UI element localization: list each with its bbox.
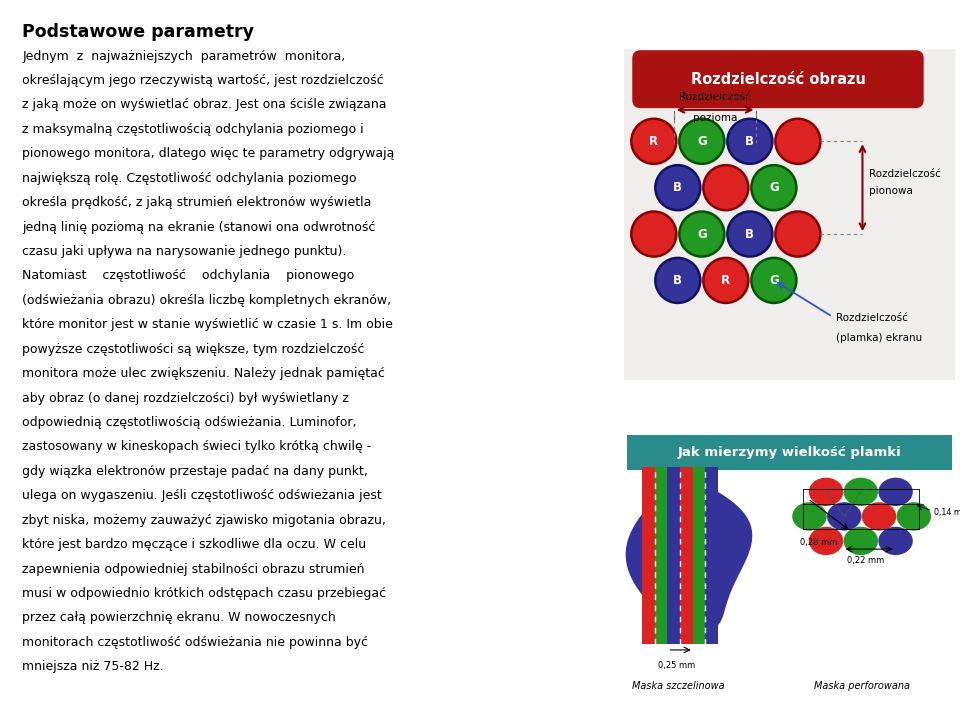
Text: G: G — [697, 135, 707, 148]
Text: B: B — [673, 274, 683, 287]
Circle shape — [792, 502, 827, 530]
Text: zapewnienia odpowiedniej stabilności obrazu strumień: zapewnienia odpowiedniej stabilności obr… — [22, 562, 365, 576]
Circle shape — [656, 165, 701, 210]
Text: zastosowany w kineskopach świeci tylko krótką chwilę -: zastosowany w kineskopach świeci tylko k… — [22, 440, 372, 453]
Text: Rozdzielczość obrazu: Rozdzielczość obrazu — [690, 72, 866, 86]
Text: Maska perforowana: Maska perforowana — [814, 681, 910, 691]
Text: 0,25 mm: 0,25 mm — [659, 661, 696, 670]
Text: mniejsza niż 75-82 Hz.: mniejsza niż 75-82 Hz. — [22, 660, 164, 673]
Circle shape — [776, 212, 821, 256]
Text: przez całą powierzchnię ekranu. W nowoczesnych: przez całą powierzchnię ekranu. W nowocz… — [22, 612, 336, 624]
Text: powyższe częstotliwości są większe, tym rozdzielczość: powyższe częstotliwości są większe, tym … — [22, 343, 365, 355]
Bar — [655, 467, 667, 644]
Bar — [667, 467, 680, 644]
Text: 0,22 mm: 0,22 mm — [847, 556, 884, 565]
Text: B: B — [745, 227, 755, 241]
Circle shape — [878, 478, 913, 506]
Text: Podstawowe parametry: Podstawowe parametry — [22, 23, 254, 40]
Text: jedną linię poziomą na ekranie (stanowi ona odwrotność: jedną linię poziomą na ekranie (stanowi … — [22, 221, 375, 234]
Bar — [692, 467, 706, 644]
Text: B: B — [673, 181, 683, 194]
Text: określa prędkość, z jaką strumień elektronów wyświetla: określa prędkość, z jaką strumień elektr… — [22, 196, 372, 209]
Text: gdy wiązka elektronów przestaje padać na dany punkt,: gdy wiązka elektronów przestaje padać na… — [22, 464, 369, 478]
Bar — [642, 467, 655, 644]
Text: Rozdzielczość: Rozdzielczość — [679, 92, 751, 102]
Text: Jak mierzymy wielkość plamki: Jak mierzymy wielkość plamki — [678, 446, 901, 459]
Circle shape — [878, 527, 913, 555]
Text: z maksymalną częstotliwością odchylania poziomego i: z maksymalną częstotliwością odchylania … — [22, 123, 364, 136]
Text: Maska szczelinowa: Maska szczelinowa — [633, 681, 725, 691]
Circle shape — [809, 478, 843, 506]
Text: największą rolę. Częstotliwość odchylania poziomego: największą rolę. Częstotliwość odchylani… — [22, 171, 357, 185]
Text: (odświeżania obrazu) określa liczbę kompletnych ekranów,: (odświeżania obrazu) określa liczbę komp… — [22, 294, 392, 307]
Text: zbyt niska, możemy zauważyć zjawisko migotania obrazu,: zbyt niska, możemy zauważyć zjawisko mig… — [22, 514, 386, 527]
Text: Rozdzielczość: Rozdzielczość — [836, 314, 908, 324]
Text: które jest bardzo męczące i szkodliwe dla oczu. W celu: które jest bardzo męczące i szkodliwe dl… — [22, 538, 367, 551]
Circle shape — [656, 258, 701, 303]
Polygon shape — [626, 478, 752, 632]
Circle shape — [844, 478, 878, 506]
Circle shape — [752, 258, 797, 303]
Text: odpowiednią częstotliwością odświeżania. Luminofor,: odpowiednią częstotliwością odświeżania.… — [22, 416, 357, 429]
Circle shape — [632, 119, 677, 164]
Text: pionowa: pionowa — [869, 186, 913, 196]
Text: (plamka) ekranu: (plamka) ekranu — [836, 333, 923, 343]
Text: R: R — [649, 135, 659, 148]
Text: Jednym  z  najważniejszych  parametrów  monitora,: Jednym z najważniejszych parametrów moni… — [22, 50, 346, 62]
Circle shape — [862, 502, 897, 530]
Circle shape — [844, 527, 878, 555]
Text: aby obraz (o danej rozdzielczości) był wyświetlany z: aby obraz (o danej rozdzielczości) był w… — [22, 392, 349, 404]
Circle shape — [827, 502, 861, 530]
Circle shape — [632, 212, 677, 256]
Text: 0,14 mm: 0,14 mm — [934, 508, 960, 517]
Circle shape — [752, 165, 797, 210]
Text: G: G — [769, 181, 779, 194]
Bar — [706, 467, 718, 644]
Text: B: B — [745, 135, 755, 148]
Text: ulega on wygaszeniu. Jeśli częstotliwość odświeżania jest: ulega on wygaszeniu. Jeśli częstotliwość… — [22, 489, 382, 502]
Text: które monitor jest w stanie wyświetlić w czasie 1 s. Im obie: które monitor jest w stanie wyświetlić w… — [22, 319, 394, 331]
Text: 0,28 mm: 0,28 mm — [800, 538, 837, 547]
Text: monitorach częstotliwość odświeżania nie powinna być: monitorach częstotliwość odświeżania nie… — [22, 636, 369, 649]
Text: z jaką może on wyświetlać obraz. Jest ona ściśle związana: z jaką może on wyświetlać obraz. Jest on… — [22, 98, 387, 111]
Circle shape — [728, 119, 773, 164]
FancyBboxPatch shape — [627, 435, 952, 470]
Circle shape — [897, 502, 931, 530]
Text: określającym jego rzeczywistą wartość, jest rozdzielczość: określającym jego rzeczywistą wartość, j… — [22, 74, 384, 87]
Text: pionowego monitora, dlatego więc te parametry odgrywają: pionowego monitora, dlatego więc te para… — [22, 147, 395, 160]
Circle shape — [680, 212, 725, 256]
Text: R: R — [721, 274, 731, 287]
Text: pozioma: pozioma — [693, 113, 737, 123]
Text: G: G — [769, 274, 779, 287]
Circle shape — [680, 119, 725, 164]
Circle shape — [704, 165, 749, 210]
Text: czasu jaki upływa na narysowanie jednego punktu).: czasu jaki upływa na narysowanie jednego… — [22, 245, 347, 258]
Text: Rozdzielczość: Rozdzielczość — [869, 169, 941, 179]
Circle shape — [776, 119, 821, 164]
Text: Natomiast    częstotliwość    odchylania    pionowego: Natomiast częstotliwość odchylania piono… — [22, 269, 354, 282]
Circle shape — [728, 212, 773, 256]
Circle shape — [704, 258, 749, 303]
Text: G: G — [697, 227, 707, 241]
FancyBboxPatch shape — [633, 50, 924, 108]
Text: musi w odpowiednio krótkich odstępach czasu przebiegać: musi w odpowiednio krótkich odstępach cz… — [22, 587, 387, 600]
Bar — [680, 467, 692, 644]
FancyBboxPatch shape — [619, 44, 960, 384]
Circle shape — [809, 527, 843, 555]
Text: monitora może ulec zwiększeniu. Należy jednak pamiętać: monitora może ulec zwiększeniu. Należy j… — [22, 367, 385, 380]
